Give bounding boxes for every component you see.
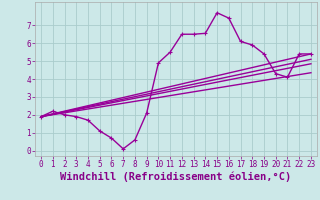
X-axis label: Windchill (Refroidissement éolien,°C): Windchill (Refroidissement éolien,°C): [60, 172, 292, 182]
